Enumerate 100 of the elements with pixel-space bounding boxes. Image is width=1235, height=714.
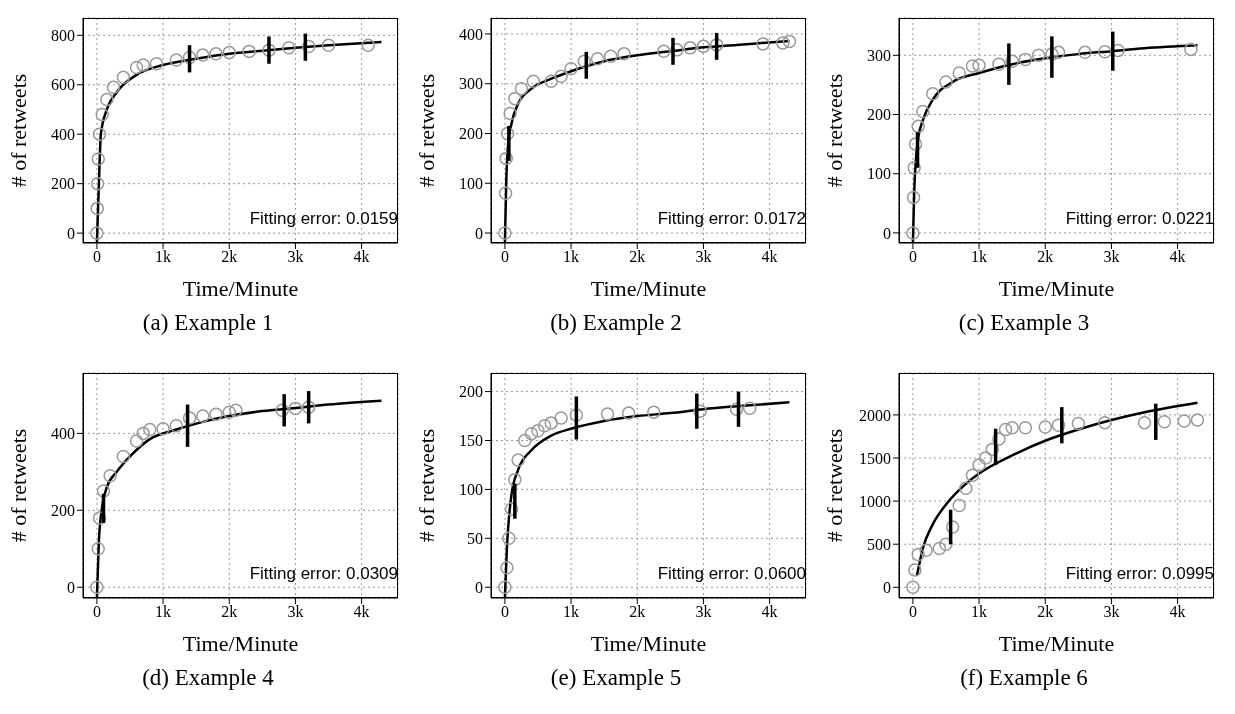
- point: [500, 126, 515, 141]
- point: [116, 70, 131, 85]
- point: [972, 58, 986, 73]
- y-tick-label: 100: [867, 165, 891, 183]
- point: [1051, 45, 1066, 60]
- point: [498, 186, 513, 200]
- point: [1005, 421, 1019, 435]
- y-tick-label: 1000: [859, 492, 891, 510]
- point: [282, 40, 296, 55]
- x-tick-label: 1k: [155, 248, 172, 266]
- point: [531, 423, 545, 438]
- point: [959, 481, 973, 495]
- x-tick-label: 2k: [629, 248, 646, 266]
- point: [511, 453, 525, 467]
- x-tick-label: 1k: [563, 603, 580, 621]
- point: [92, 511, 107, 525]
- point: [683, 41, 697, 55]
- point: [196, 48, 210, 62]
- y-axis-title: # of retweets: [413, 73, 439, 188]
- point: [1051, 418, 1066, 432]
- point: [1184, 42, 1198, 57]
- x-tick-label: 4k: [761, 603, 778, 621]
- point: [985, 442, 1000, 457]
- point: [564, 62, 578, 76]
- x-axis-title: Time/Minute: [998, 631, 1115, 656]
- point: [169, 418, 184, 433]
- point: [129, 60, 144, 75]
- point: [103, 468, 117, 483]
- bar: [1060, 407, 1064, 444]
- point: [544, 74, 558, 88]
- point: [518, 433, 532, 448]
- point: [106, 80, 121, 94]
- x-tick-label: 2k: [1037, 603, 1054, 621]
- x-axis-title: Time/Minute: [182, 276, 299, 301]
- y-tick-label: 200: [459, 383, 483, 401]
- point: [182, 50, 197, 65]
- point: [149, 56, 164, 71]
- point: [729, 402, 744, 416]
- y-tick-label: 200: [51, 175, 75, 193]
- y-tick-label: 200: [51, 501, 75, 519]
- point: [1018, 421, 1033, 435]
- x-tick-label: 3k: [1103, 248, 1120, 266]
- point: [504, 502, 519, 516]
- point: [275, 403, 289, 418]
- point: [508, 91, 522, 106]
- point: [498, 580, 512, 594]
- point: [90, 580, 104, 594]
- point: [91, 542, 105, 556]
- y-tick-label: 50: [467, 530, 483, 548]
- y-tick-label: 600: [51, 76, 75, 94]
- point: [129, 434, 144, 448]
- point: [1071, 416, 1086, 431]
- point: [709, 38, 724, 52]
- x-tick-label: 4k: [353, 603, 370, 621]
- x-tick-label: 3k: [695, 248, 712, 266]
- point: [776, 36, 790, 50]
- point: [1045, 47, 1059, 61]
- x-tick-label: 4k: [1169, 603, 1186, 621]
- y-tick-label: 300: [459, 75, 483, 93]
- point: [1038, 420, 1052, 434]
- y-tick-label: 0: [475, 224, 483, 242]
- point: [906, 226, 920, 240]
- x-axis-title: Time/Minute: [182, 631, 299, 656]
- point: [590, 52, 605, 66]
- point: [919, 543, 933, 557]
- x-tick-label: 3k: [695, 603, 712, 621]
- y-axis-title: # of retweets: [821, 73, 847, 188]
- point: [965, 59, 980, 73]
- x-tick-label: 2k: [221, 248, 238, 266]
- point: [136, 58, 150, 72]
- point: [1031, 48, 1046, 63]
- point: [1190, 413, 1205, 427]
- point: [939, 75, 953, 89]
- x-tick-label: 1k: [971, 248, 988, 266]
- point: [1078, 45, 1092, 60]
- point: [222, 405, 236, 419]
- point: [656, 44, 671, 59]
- point: [621, 406, 636, 420]
- text: (e) Example 5: [549, 665, 683, 691]
- point: [782, 34, 797, 49]
- point: [992, 432, 1006, 446]
- x-tick-label: 0: [92, 248, 101, 266]
- annotation: Fitting error: 0.0221: [1065, 209, 1214, 229]
- point: [361, 38, 375, 52]
- point: [906, 190, 921, 205]
- point: [90, 226, 104, 240]
- point: [952, 498, 966, 513]
- point: [647, 405, 661, 419]
- point: [96, 484, 111, 498]
- point: [91, 152, 105, 166]
- point: [514, 81, 529, 96]
- point: [693, 404, 707, 418]
- point: [90, 201, 104, 216]
- point: [143, 422, 157, 437]
- x-axis-title: Time/Minute: [590, 631, 707, 656]
- y-tick-label: 150: [459, 432, 483, 450]
- point: [156, 422, 170, 436]
- x-tick-label: 0: [500, 603, 509, 621]
- point: [696, 39, 711, 54]
- point: [498, 226, 512, 240]
